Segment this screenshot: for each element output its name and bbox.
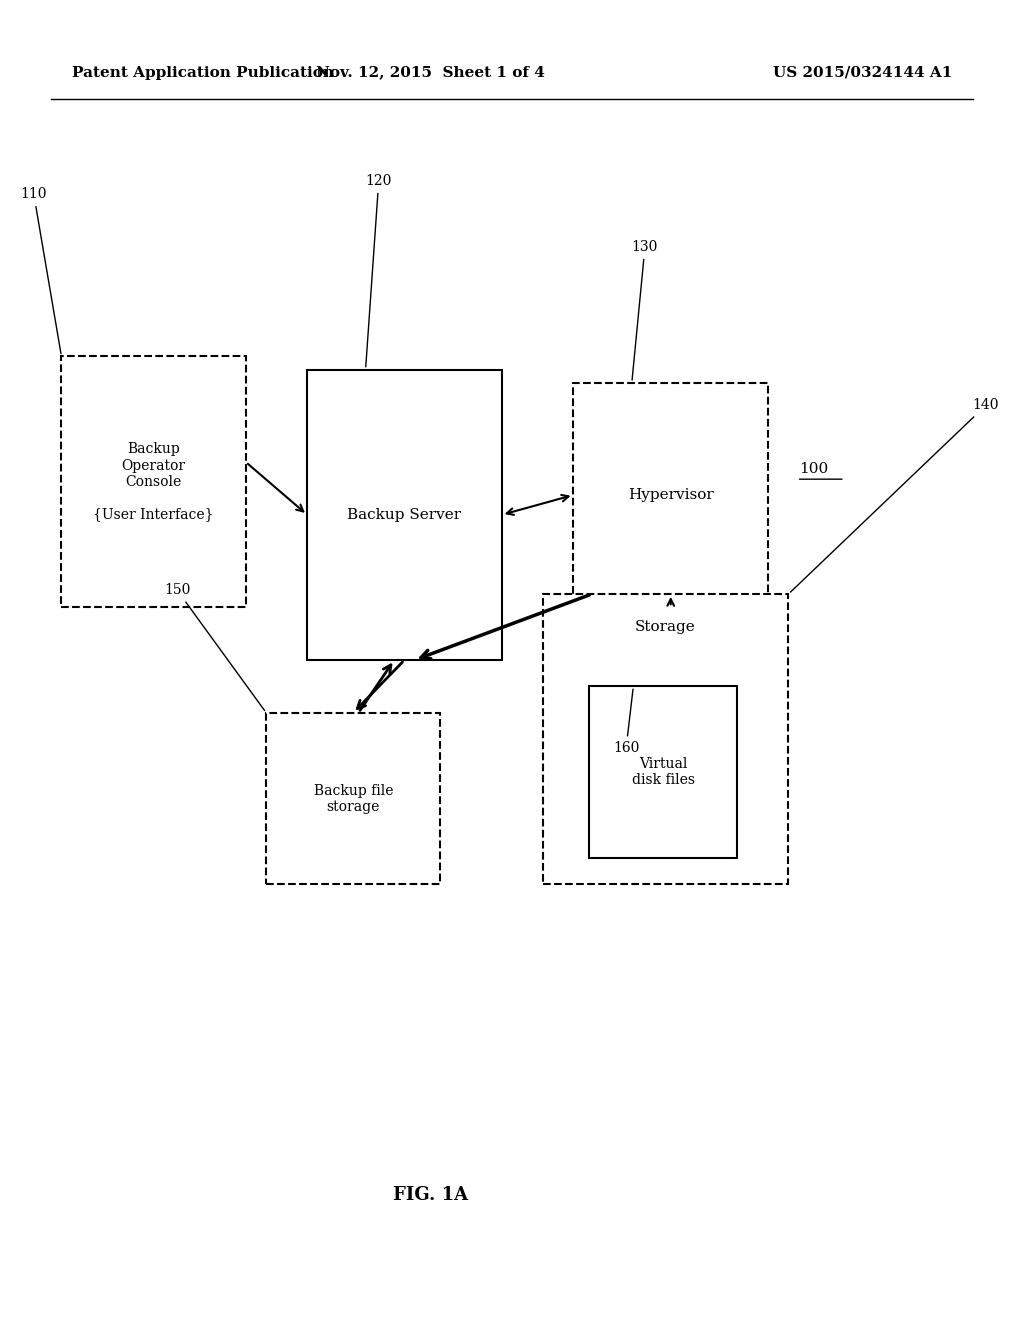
Text: Backup Server: Backup Server xyxy=(347,508,462,521)
FancyBboxPatch shape xyxy=(543,594,788,884)
Text: US 2015/0324144 A1: US 2015/0324144 A1 xyxy=(773,66,952,79)
FancyBboxPatch shape xyxy=(573,383,768,607)
Text: 100: 100 xyxy=(799,462,828,475)
Text: 140: 140 xyxy=(791,399,999,593)
Text: FIG. 1A: FIG. 1A xyxy=(392,1185,468,1204)
Text: 110: 110 xyxy=(20,187,61,354)
Text: Backup
Operator
Console

{User Interface}: Backup Operator Console {User Interface} xyxy=(93,442,214,521)
Text: Storage: Storage xyxy=(635,620,696,635)
Text: Virtual
disk files: Virtual disk files xyxy=(632,758,694,787)
FancyBboxPatch shape xyxy=(61,356,246,607)
Text: 150: 150 xyxy=(164,583,264,710)
Text: Patent Application Publication: Patent Application Publication xyxy=(72,66,334,79)
Text: Nov. 12, 2015  Sheet 1 of 4: Nov. 12, 2015 Sheet 1 of 4 xyxy=(315,66,545,79)
Text: 160: 160 xyxy=(612,689,639,755)
Text: Backup file
storage: Backup file storage xyxy=(313,784,393,813)
FancyBboxPatch shape xyxy=(307,370,502,660)
Text: 120: 120 xyxy=(366,174,392,367)
FancyBboxPatch shape xyxy=(266,713,440,884)
FancyBboxPatch shape xyxy=(589,686,737,858)
Text: Hypervisor: Hypervisor xyxy=(628,488,714,502)
Text: 130: 130 xyxy=(632,240,658,380)
